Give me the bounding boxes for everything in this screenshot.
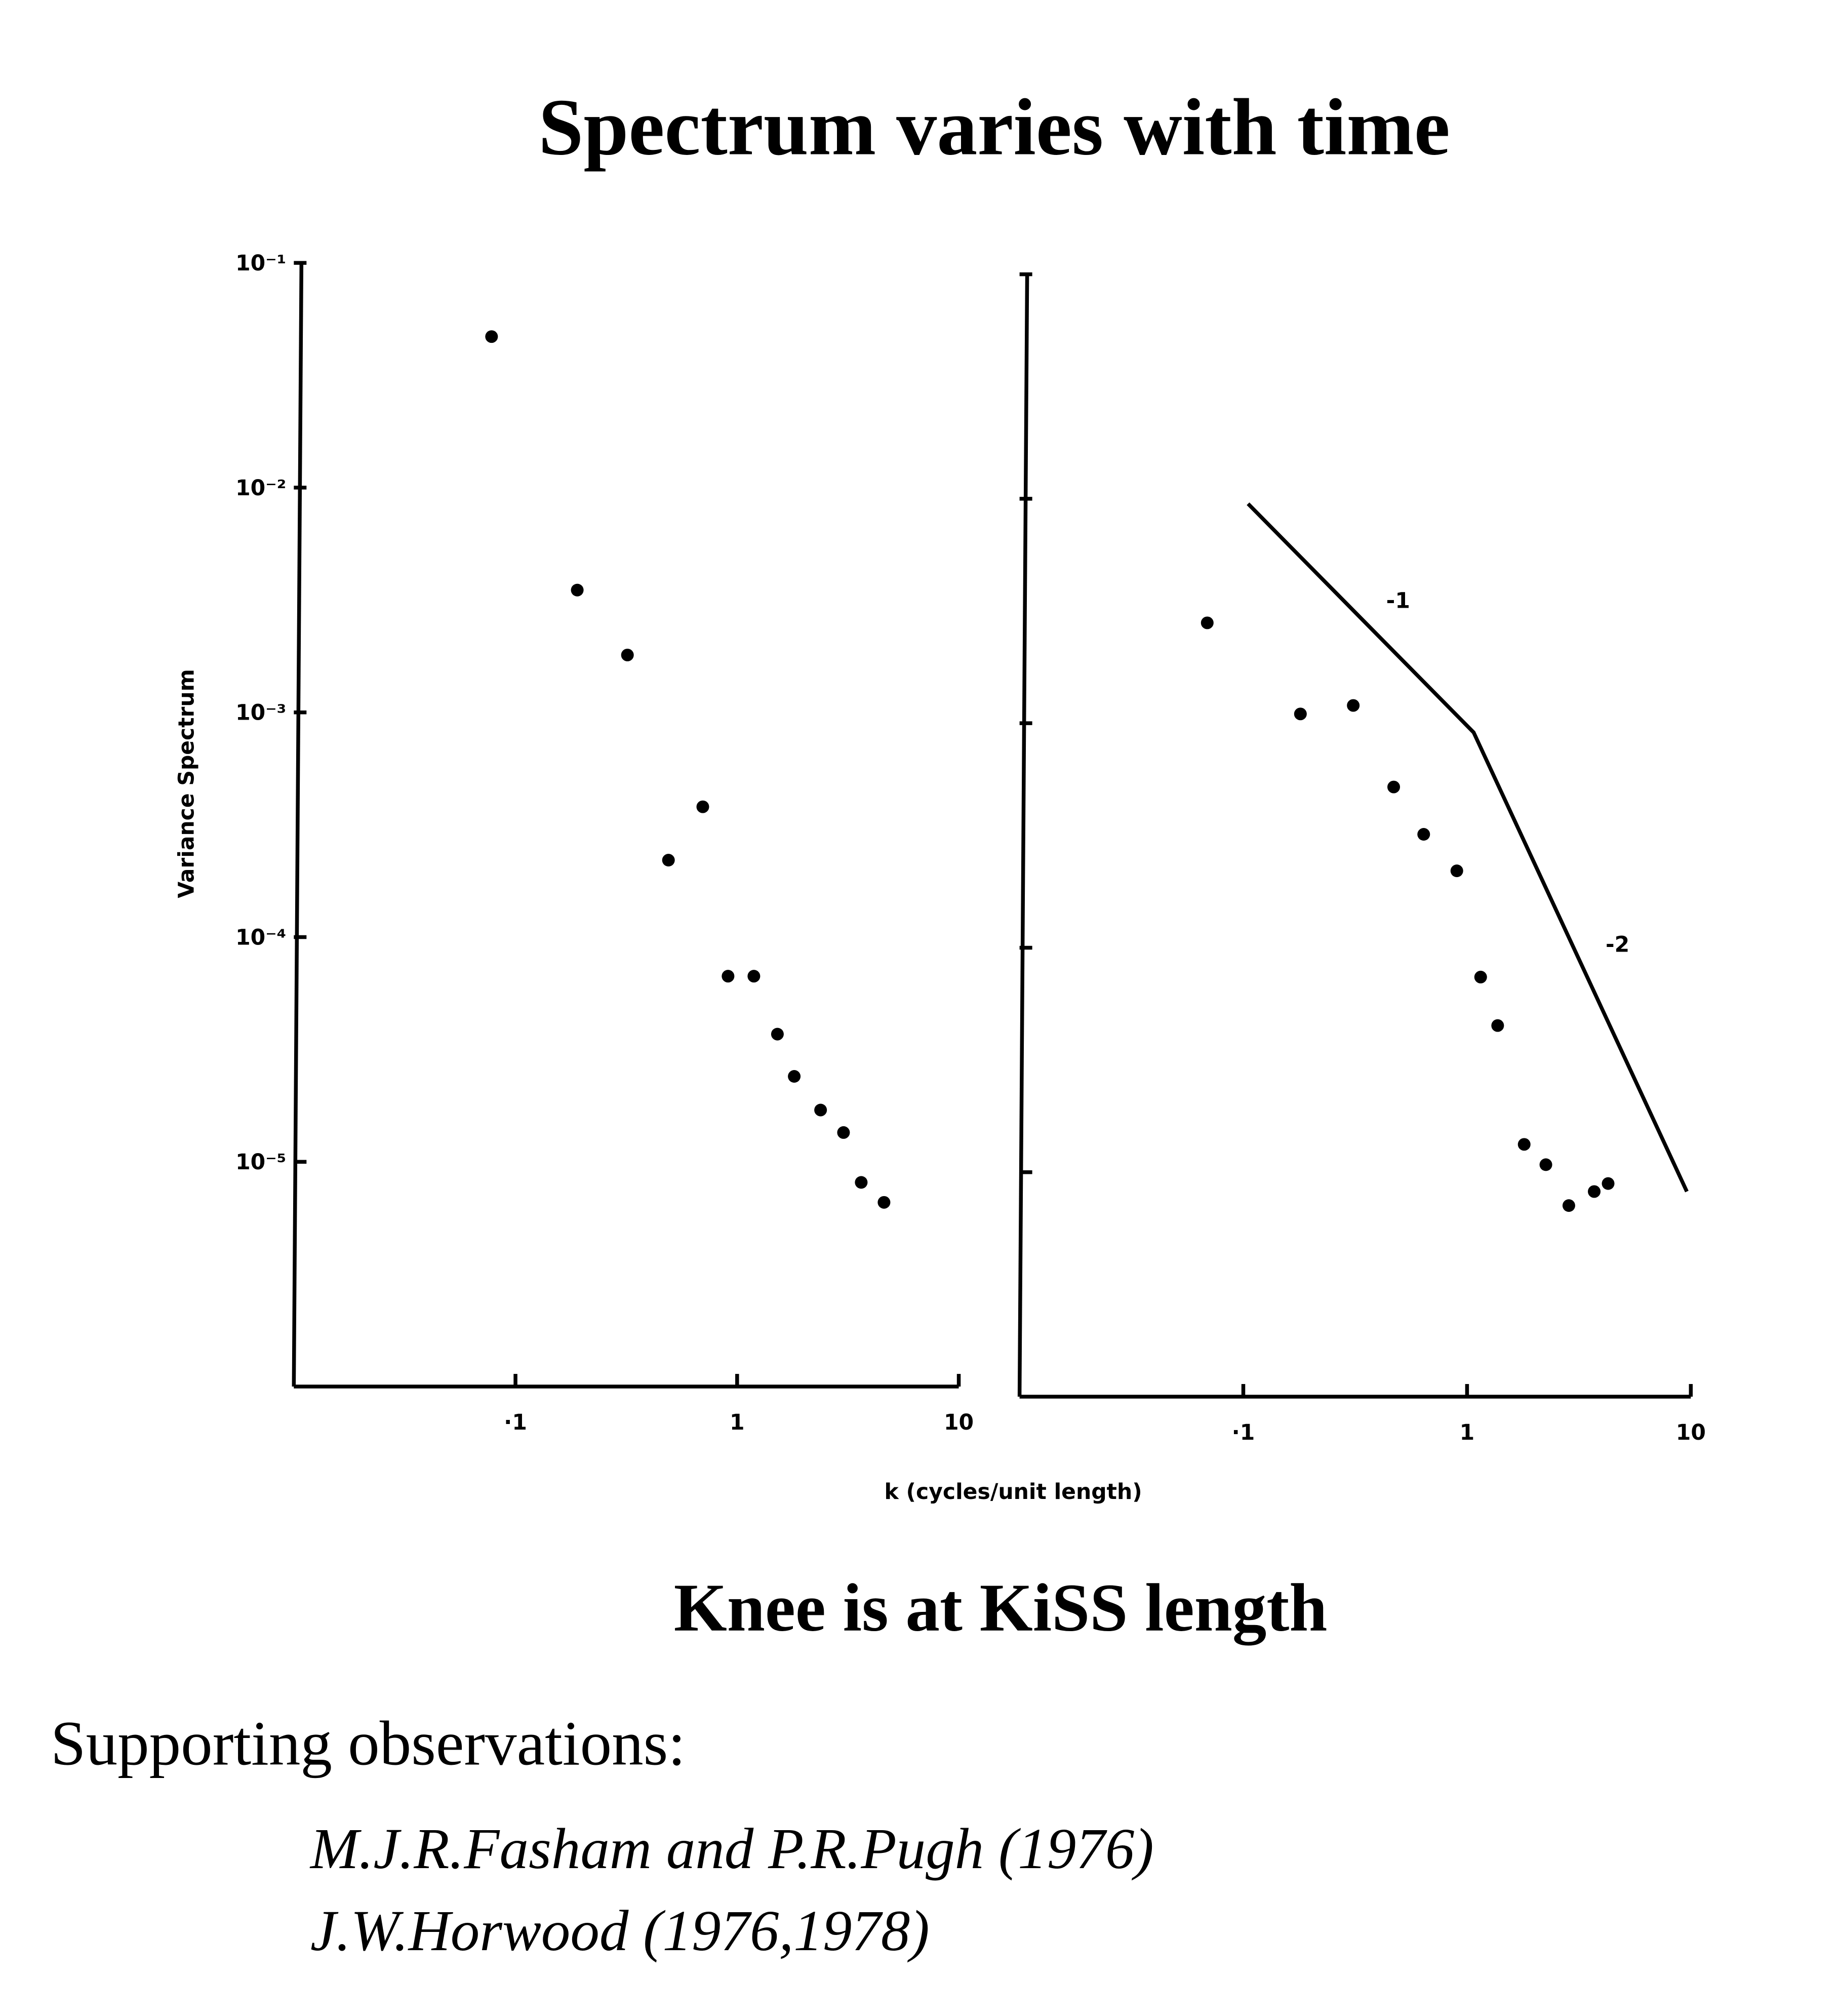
point xyxy=(855,1176,868,1189)
slope-line xyxy=(1247,502,1689,1193)
y-tick-label: 10⁻⁴ xyxy=(235,925,286,950)
point xyxy=(788,1070,801,1083)
y-axis xyxy=(292,263,304,1387)
x-tick-label: 1 xyxy=(1460,1420,1475,1445)
point xyxy=(621,648,634,661)
y-tick-label: 10⁻¹ xyxy=(235,251,286,276)
point xyxy=(485,330,498,343)
point xyxy=(662,854,675,866)
reference: M.J.R.Fasham and P.R.Pugh (1976) xyxy=(309,1816,1154,1881)
conclusion: Knee is at KiSS length xyxy=(674,1570,1328,1646)
point xyxy=(1450,864,1463,878)
point xyxy=(1417,828,1430,841)
x-tick-label: 10 xyxy=(944,1410,974,1435)
point xyxy=(1539,1158,1552,1171)
supporting-heading: Supporting observations: xyxy=(51,1709,686,1778)
slide-title: Spectrum varies with time xyxy=(538,83,1450,172)
point xyxy=(1602,1177,1615,1190)
point xyxy=(771,1027,784,1041)
point xyxy=(1387,780,1401,794)
point xyxy=(1294,707,1307,721)
point xyxy=(722,970,735,983)
point xyxy=(1562,1199,1575,1212)
y-axis-label: Variance Spectrum xyxy=(175,669,199,898)
point xyxy=(1588,1185,1601,1198)
y-tick-label: 10⁻² xyxy=(235,476,286,501)
point xyxy=(877,1196,891,1209)
point xyxy=(1474,970,1487,983)
x-axis-label: k (cycles/unit length) xyxy=(884,1480,1142,1505)
x-tick-label: 1 xyxy=(730,1410,745,1435)
point xyxy=(814,1103,827,1117)
point xyxy=(1491,1019,1504,1032)
point xyxy=(1517,1138,1531,1151)
x-tick-label: ·1 xyxy=(1232,1420,1255,1445)
slope-label: -1 xyxy=(1386,589,1410,614)
point xyxy=(837,1126,850,1139)
point xyxy=(1201,616,1214,629)
slope-label: -2 xyxy=(1606,933,1629,958)
y-axis xyxy=(1017,274,1029,1397)
point xyxy=(571,583,584,597)
y-tick-label: 10⁻³ xyxy=(235,701,286,726)
point xyxy=(696,800,709,813)
x-tick-label: ·1 xyxy=(504,1410,527,1435)
point xyxy=(747,970,761,983)
x-tick-label: 10 xyxy=(1676,1420,1706,1445)
point xyxy=(1347,699,1360,712)
reference: J.W.Horwood (1976,1978) xyxy=(310,1899,930,1963)
y-tick-label: 10⁻⁵ xyxy=(235,1150,286,1175)
